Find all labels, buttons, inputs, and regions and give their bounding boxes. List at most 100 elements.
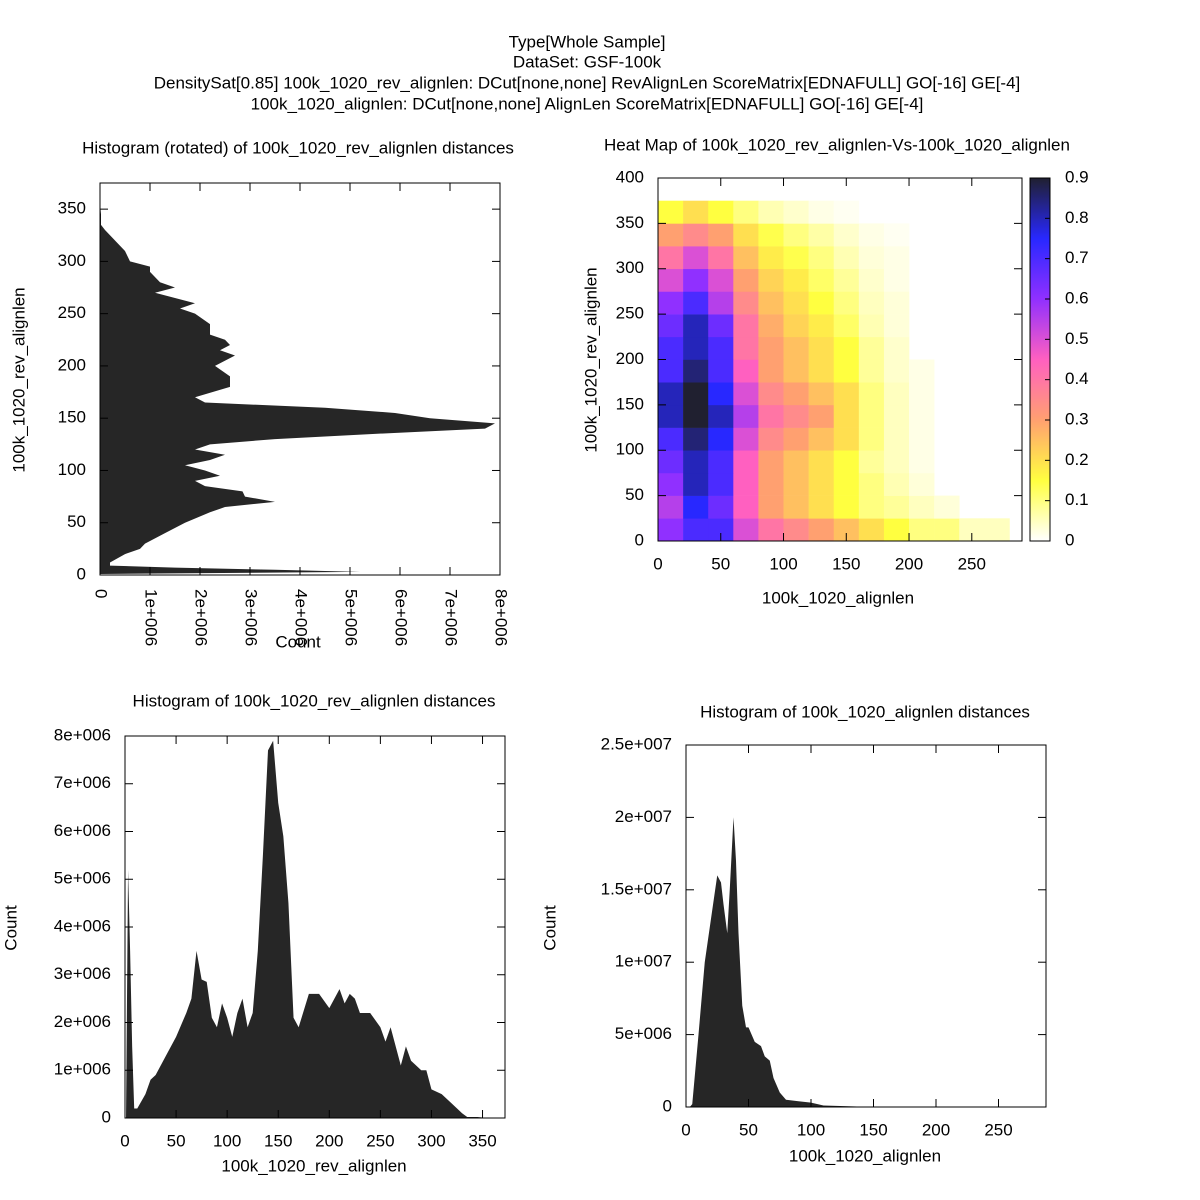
heat-cell [658, 314, 684, 338]
heat-cell [858, 291, 885, 315]
heat-cell [833, 450, 860, 474]
heat-cell [883, 450, 910, 474]
heat-cell [858, 268, 885, 292]
x-axis-label: 100k_1020_alignlen [762, 588, 914, 607]
histogram-area [689, 817, 874, 1107]
heat-cell [808, 359, 835, 383]
heat-cell [783, 291, 809, 315]
heat-cell [808, 427, 835, 451]
heat-cell [858, 518, 885, 542]
heat-cell [883, 246, 910, 270]
heat-cell [833, 268, 860, 292]
heat-cell [733, 450, 759, 474]
x-tick-label: 5e+006 [342, 589, 361, 646]
heat-cell [858, 314, 885, 338]
heat-cell [858, 336, 885, 360]
heat-cell [808, 382, 835, 406]
y-tick-label: 200 [616, 349, 644, 368]
heat-cell [808, 291, 835, 315]
heat-cell [658, 200, 684, 224]
heat-cell [708, 268, 734, 292]
x-axis-label: 100k_1020_alignlen [789, 1146, 941, 1165]
heat-cell [858, 404, 885, 428]
x-tick-label: 6e+006 [392, 589, 411, 646]
y-tick-label: 8e+006 [54, 725, 111, 744]
y-axis-label: Count [1, 905, 20, 951]
heat-cell [758, 404, 784, 428]
heat-cell [783, 268, 809, 292]
heat-cell [833, 404, 860, 428]
y-tick-label: 7e+006 [54, 773, 111, 792]
x-tick-label: 150 [832, 554, 860, 573]
x-tick-label: 250 [366, 1131, 394, 1150]
y-tick-label: 0 [663, 1096, 672, 1115]
heat-cell [733, 518, 759, 542]
heat-cell [758, 495, 784, 519]
heat-cell [708, 246, 734, 270]
heat-cell [808, 314, 835, 338]
heat-cell [883, 427, 910, 451]
heat-cell [658, 268, 684, 292]
x-tick-label: 200 [895, 554, 923, 573]
heat-cell [683, 450, 709, 474]
heat-cell [783, 472, 809, 496]
y-tick-label: 1e+007 [615, 952, 672, 971]
heat-cell [858, 427, 885, 451]
heat-cell [783, 404, 809, 428]
chart-title: Histogram (rotated) of 100k_1020_rev_ali… [82, 138, 514, 157]
heat-cell [733, 404, 759, 428]
colorbar-tick-label: 0.3 [1065, 409, 1089, 428]
heat-cell [883, 314, 910, 338]
x-tick-label: 150 [264, 1131, 292, 1150]
heat-cell [833, 359, 860, 383]
heat-cell [658, 359, 684, 383]
heat-cell [883, 268, 910, 292]
heat-cell [733, 427, 759, 451]
x-tick-label: 50 [167, 1131, 186, 1150]
x-tick-label: 150 [859, 1120, 887, 1139]
x-tick-label: 200 [922, 1120, 950, 1139]
y-tick-label: 2e+006 [54, 1012, 111, 1031]
colorbar [1029, 177, 1051, 542]
colorbar-tick-label: 0.5 [1065, 329, 1089, 348]
y-tick-label: 200 [58, 355, 86, 374]
histogram-area [100, 203, 495, 574]
y-axis-label: 100k_1020_rev_alignlen [581, 267, 600, 452]
x-axis-label: 100k_1020_rev_alignlen [221, 1156, 406, 1175]
chart-title: Histogram of 100k_1020_rev_alignlen dist… [133, 691, 496, 710]
y-tick-label: 350 [58, 199, 86, 218]
x-tick-label: 50 [739, 1120, 758, 1139]
heat-cell [758, 268, 784, 292]
heat-cell [758, 314, 784, 338]
heat-cell [733, 223, 759, 247]
heat-cell [658, 495, 684, 519]
y-tick-label: 100 [58, 460, 86, 479]
heat-cell [783, 382, 809, 406]
heat-cell [808, 200, 835, 224]
y-tick-label: 300 [616, 258, 644, 277]
y-tick-label: 250 [616, 304, 644, 323]
x-tick-label: 1e+006 [142, 589, 161, 646]
heat-cell [883, 223, 910, 247]
heat-cell [758, 223, 784, 247]
y-tick-label: 400 [616, 167, 644, 186]
colorbar-tick-label: 0.7 [1065, 248, 1089, 267]
colorbar-tick-label: 0 [1065, 530, 1074, 549]
heat-cell [883, 495, 910, 519]
heat-cell [833, 200, 860, 224]
heat-cell [758, 427, 784, 451]
heat-cell [959, 518, 985, 542]
heat-cell [708, 200, 734, 224]
heat-cell [808, 450, 835, 474]
x-tick-label: 250 [984, 1120, 1012, 1139]
heat-cell [658, 336, 684, 360]
heat-cell [833, 518, 860, 542]
heat-cell [658, 472, 684, 496]
x-tick-label: 300 [417, 1131, 445, 1150]
heat-cell [708, 336, 734, 360]
y-tick-label: 5e+006 [615, 1024, 672, 1043]
heat-cell [934, 495, 960, 519]
heat-cell [733, 382, 759, 406]
y-tick-label: 1.5e+007 [601, 879, 672, 898]
heat-cell [883, 382, 910, 406]
